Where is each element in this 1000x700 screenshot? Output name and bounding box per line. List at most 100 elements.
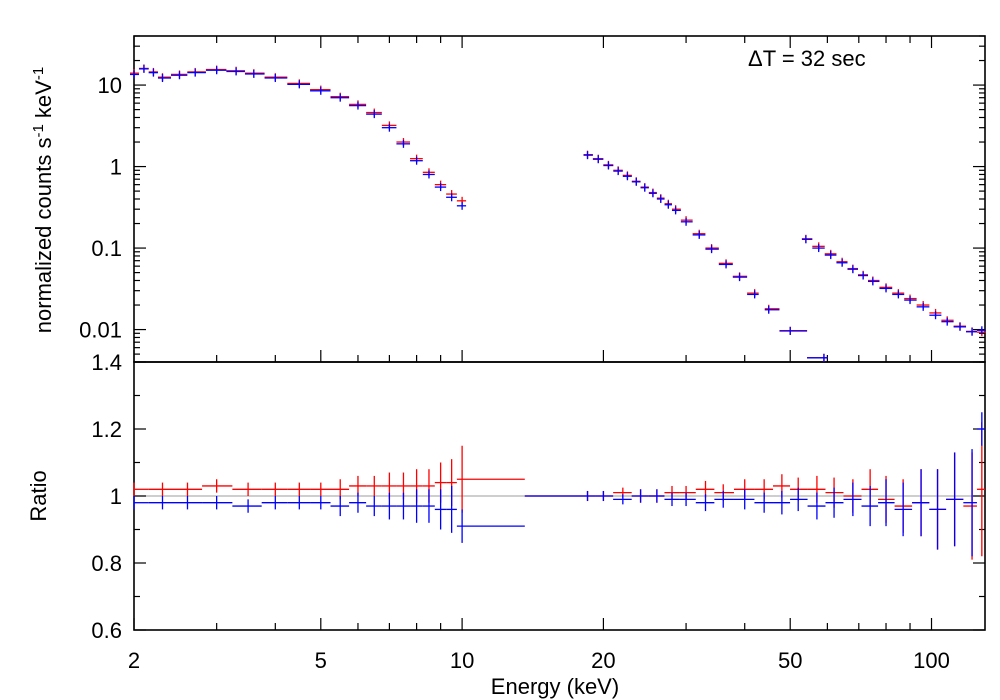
spectrum-point <box>205 66 227 75</box>
spectrum-point <box>892 290 905 299</box>
spectrum-point <box>410 156 423 165</box>
spectrum-point <box>434 183 447 192</box>
spectrum-point <box>801 235 813 244</box>
ratio-point <box>456 509 525 543</box>
ratio-data-points <box>133 412 985 560</box>
spectrum-point <box>705 245 719 254</box>
spectrum-point <box>966 327 977 336</box>
spectrum-point <box>396 139 411 148</box>
ratio-point <box>664 492 680 507</box>
ratio-point <box>825 487 844 518</box>
spectrum-point <box>422 170 435 179</box>
ratio-y-tick-label: 0.6 <box>91 618 122 643</box>
x-tick-label: 100 <box>913 648 950 673</box>
ratio-point <box>976 422 985 557</box>
spectrum-point <box>904 296 917 305</box>
ratio-point <box>631 489 649 503</box>
ratio-point <box>133 482 149 496</box>
ratio-point <box>232 499 262 513</box>
ratio-point <box>912 469 930 537</box>
ratio-point <box>695 494 715 512</box>
ratio-point <box>714 484 734 502</box>
spectrum-point <box>671 205 681 214</box>
ratio-y-tick-label: 1 <box>110 484 122 509</box>
ratio-y-tick-label: 1.4 <box>91 350 122 375</box>
ratio-point <box>232 482 262 496</box>
ratio-point <box>773 490 791 515</box>
ratio-point <box>434 489 447 530</box>
spectrum-point <box>692 230 706 239</box>
ratio-point <box>330 496 350 517</box>
spectrum-point <box>680 217 693 226</box>
spectrum-point <box>664 200 672 209</box>
ratio-point <box>396 492 411 520</box>
ratio-point <box>410 489 423 523</box>
spectrum-point <box>446 193 457 202</box>
x-tick-label: 50 <box>778 648 802 673</box>
ratio-point <box>366 496 382 517</box>
spectrum-point <box>244 69 265 78</box>
ratio-point <box>446 485 457 533</box>
spectrum-point <box>640 183 649 192</box>
spectrum-point <box>187 67 206 76</box>
ratio-point <box>456 445 525 513</box>
spectrum-y-tick-label: 0.01 <box>79 318 122 343</box>
ratio-point <box>261 496 288 510</box>
spectrum-point <box>807 353 828 362</box>
spectrum-point <box>310 86 331 95</box>
spectrum-point <box>648 189 657 198</box>
ratio-y-tick-label: 1.2 <box>91 417 122 442</box>
spectrum-point <box>138 64 149 73</box>
spectrum-point <box>226 67 245 76</box>
spectrum-point <box>858 271 868 280</box>
ratio-point <box>679 485 696 500</box>
ratio-point <box>366 475 382 496</box>
ratio-point <box>148 496 175 510</box>
ratio-point <box>733 489 755 510</box>
spectrum-point <box>747 290 759 299</box>
spectrum-point <box>747 289 759 298</box>
ratio-point <box>310 496 331 510</box>
spectrum-point <box>157 74 171 83</box>
x-tick-label: 2 <box>128 648 140 673</box>
ratio-point <box>133 496 149 510</box>
ratio-point <box>202 479 233 493</box>
spectrum-point <box>622 172 632 181</box>
spectrum-point <box>671 206 681 215</box>
spectrum-point <box>656 195 665 203</box>
spectrum-point <box>148 68 158 77</box>
spectrum-point <box>187 68 206 77</box>
spectrum-point <box>836 258 848 267</box>
spectrum-y-axis-title: normalized counts s-1 keV-1 <box>30 67 57 333</box>
exposure-annotation: ΔT = 32 sec <box>748 46 866 71</box>
ratio-point <box>807 492 826 520</box>
spectrum-point <box>867 277 880 286</box>
ratio-point <box>878 479 895 527</box>
spectrum-point <box>349 101 367 110</box>
spectrum-point <box>764 305 780 314</box>
ratio-point <box>861 485 879 527</box>
spectrum-y-tick-label: 0.1 <box>91 236 122 261</box>
spectrum-point <box>592 155 604 164</box>
ratio-point <box>679 492 696 507</box>
spectrum-point <box>381 123 397 132</box>
spectrum-point <box>157 73 171 82</box>
ratio-point <box>287 496 311 510</box>
spectrum-point <box>779 327 808 336</box>
ratio-point <box>287 482 311 496</box>
ratio-point <box>174 482 203 496</box>
ratio-point <box>790 487 808 512</box>
spectrum-y-tick-label: 1 <box>110 155 122 180</box>
spectrum-data-points <box>130 64 986 362</box>
ratio-point <box>894 482 913 537</box>
x-tick-label: 10 <box>450 648 474 673</box>
x-tick-label: 5 <box>315 648 327 673</box>
spectrum-point <box>732 273 748 282</box>
spectrum-point <box>603 161 614 170</box>
spectrum-point <box>680 216 693 225</box>
spectrum-point <box>824 251 837 260</box>
ratio-point <box>148 482 175 496</box>
spectrum-point <box>929 311 942 320</box>
ratio-point <box>174 496 203 510</box>
ratio-point <box>963 452 977 560</box>
